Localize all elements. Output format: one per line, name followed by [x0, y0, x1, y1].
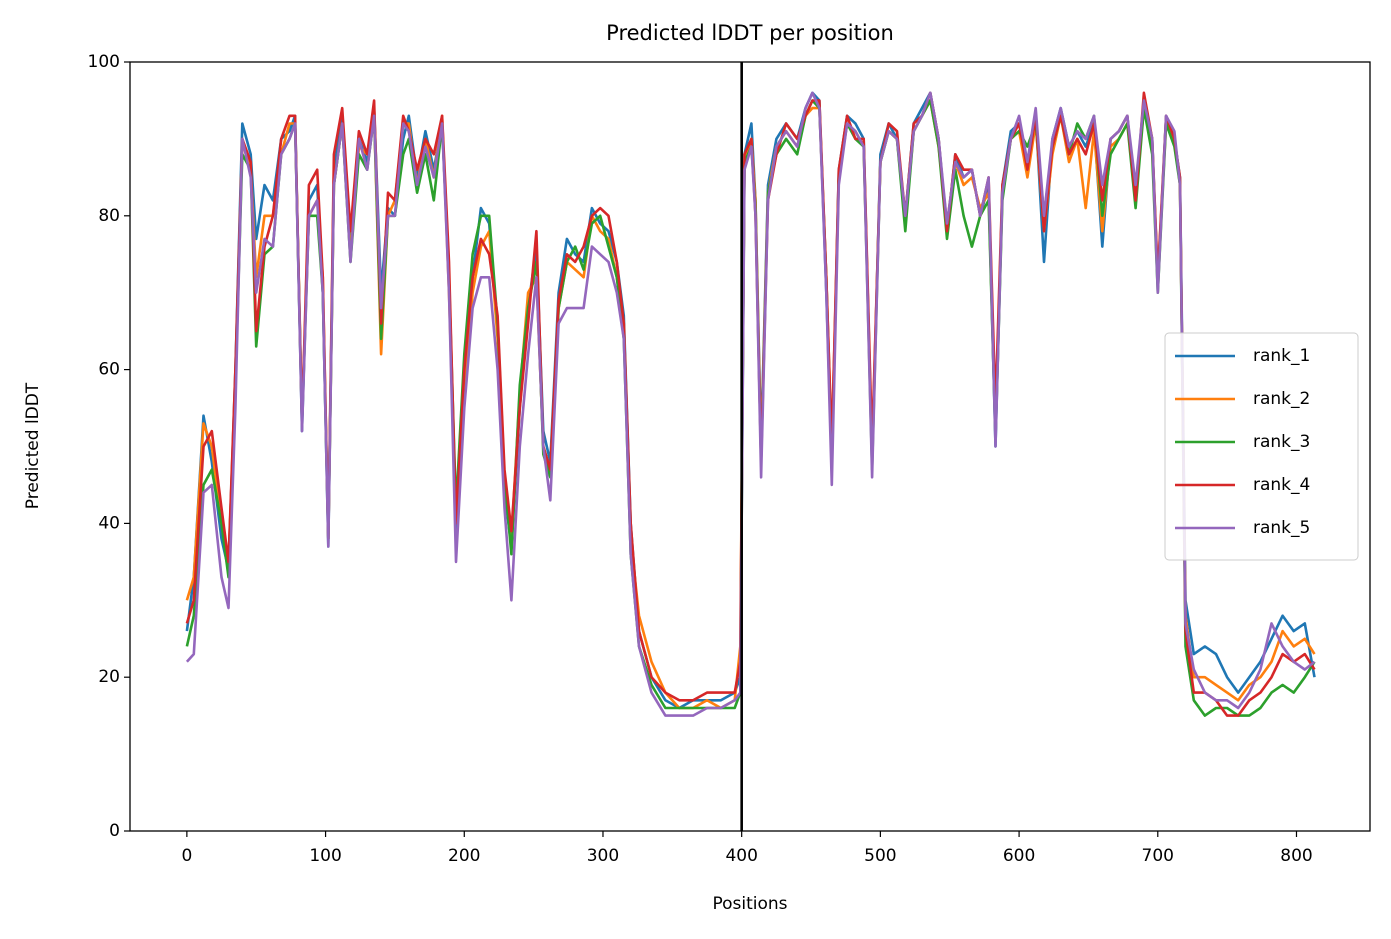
- x-tick-label: 800: [1280, 846, 1312, 866]
- legend-frame: [1164, 332, 1359, 561]
- x-tick-label: 100: [309, 846, 341, 866]
- x-tick-label: 700: [1142, 846, 1174, 866]
- x-axis-label: Positions: [712, 894, 787, 914]
- y-tick-label: 60: [98, 360, 120, 380]
- x-tick-label: 200: [448, 846, 480, 866]
- x-tick-label: 600: [1003, 846, 1035, 866]
- chart-title: Predicted lDDT per position: [606, 21, 894, 45]
- x-tick-label: 300: [587, 846, 619, 866]
- y-tick-label: 80: [98, 206, 120, 226]
- series-line: [185, 91, 1316, 717]
- y-tick-label: 0: [109, 821, 120, 841]
- y-axis-label: Predicted lDDT: [23, 382, 43, 509]
- legend-label: rank_3: [1253, 432, 1310, 452]
- x-tick-label: 0: [181, 846, 192, 866]
- legend-label: rank_5: [1253, 518, 1310, 538]
- x-tick-label: 400: [725, 846, 757, 866]
- y-tick-label: 40: [98, 513, 120, 533]
- legend-label: rank_2: [1253, 389, 1310, 409]
- y-tick-label: 100: [88, 52, 120, 72]
- x-tick-label: 500: [864, 846, 896, 866]
- plot-frame: [129, 61, 1371, 832]
- legend-label: rank_4: [1253, 475, 1310, 495]
- legend-label: rank_1: [1253, 346, 1310, 366]
- y-tick-label: 20: [98, 667, 120, 687]
